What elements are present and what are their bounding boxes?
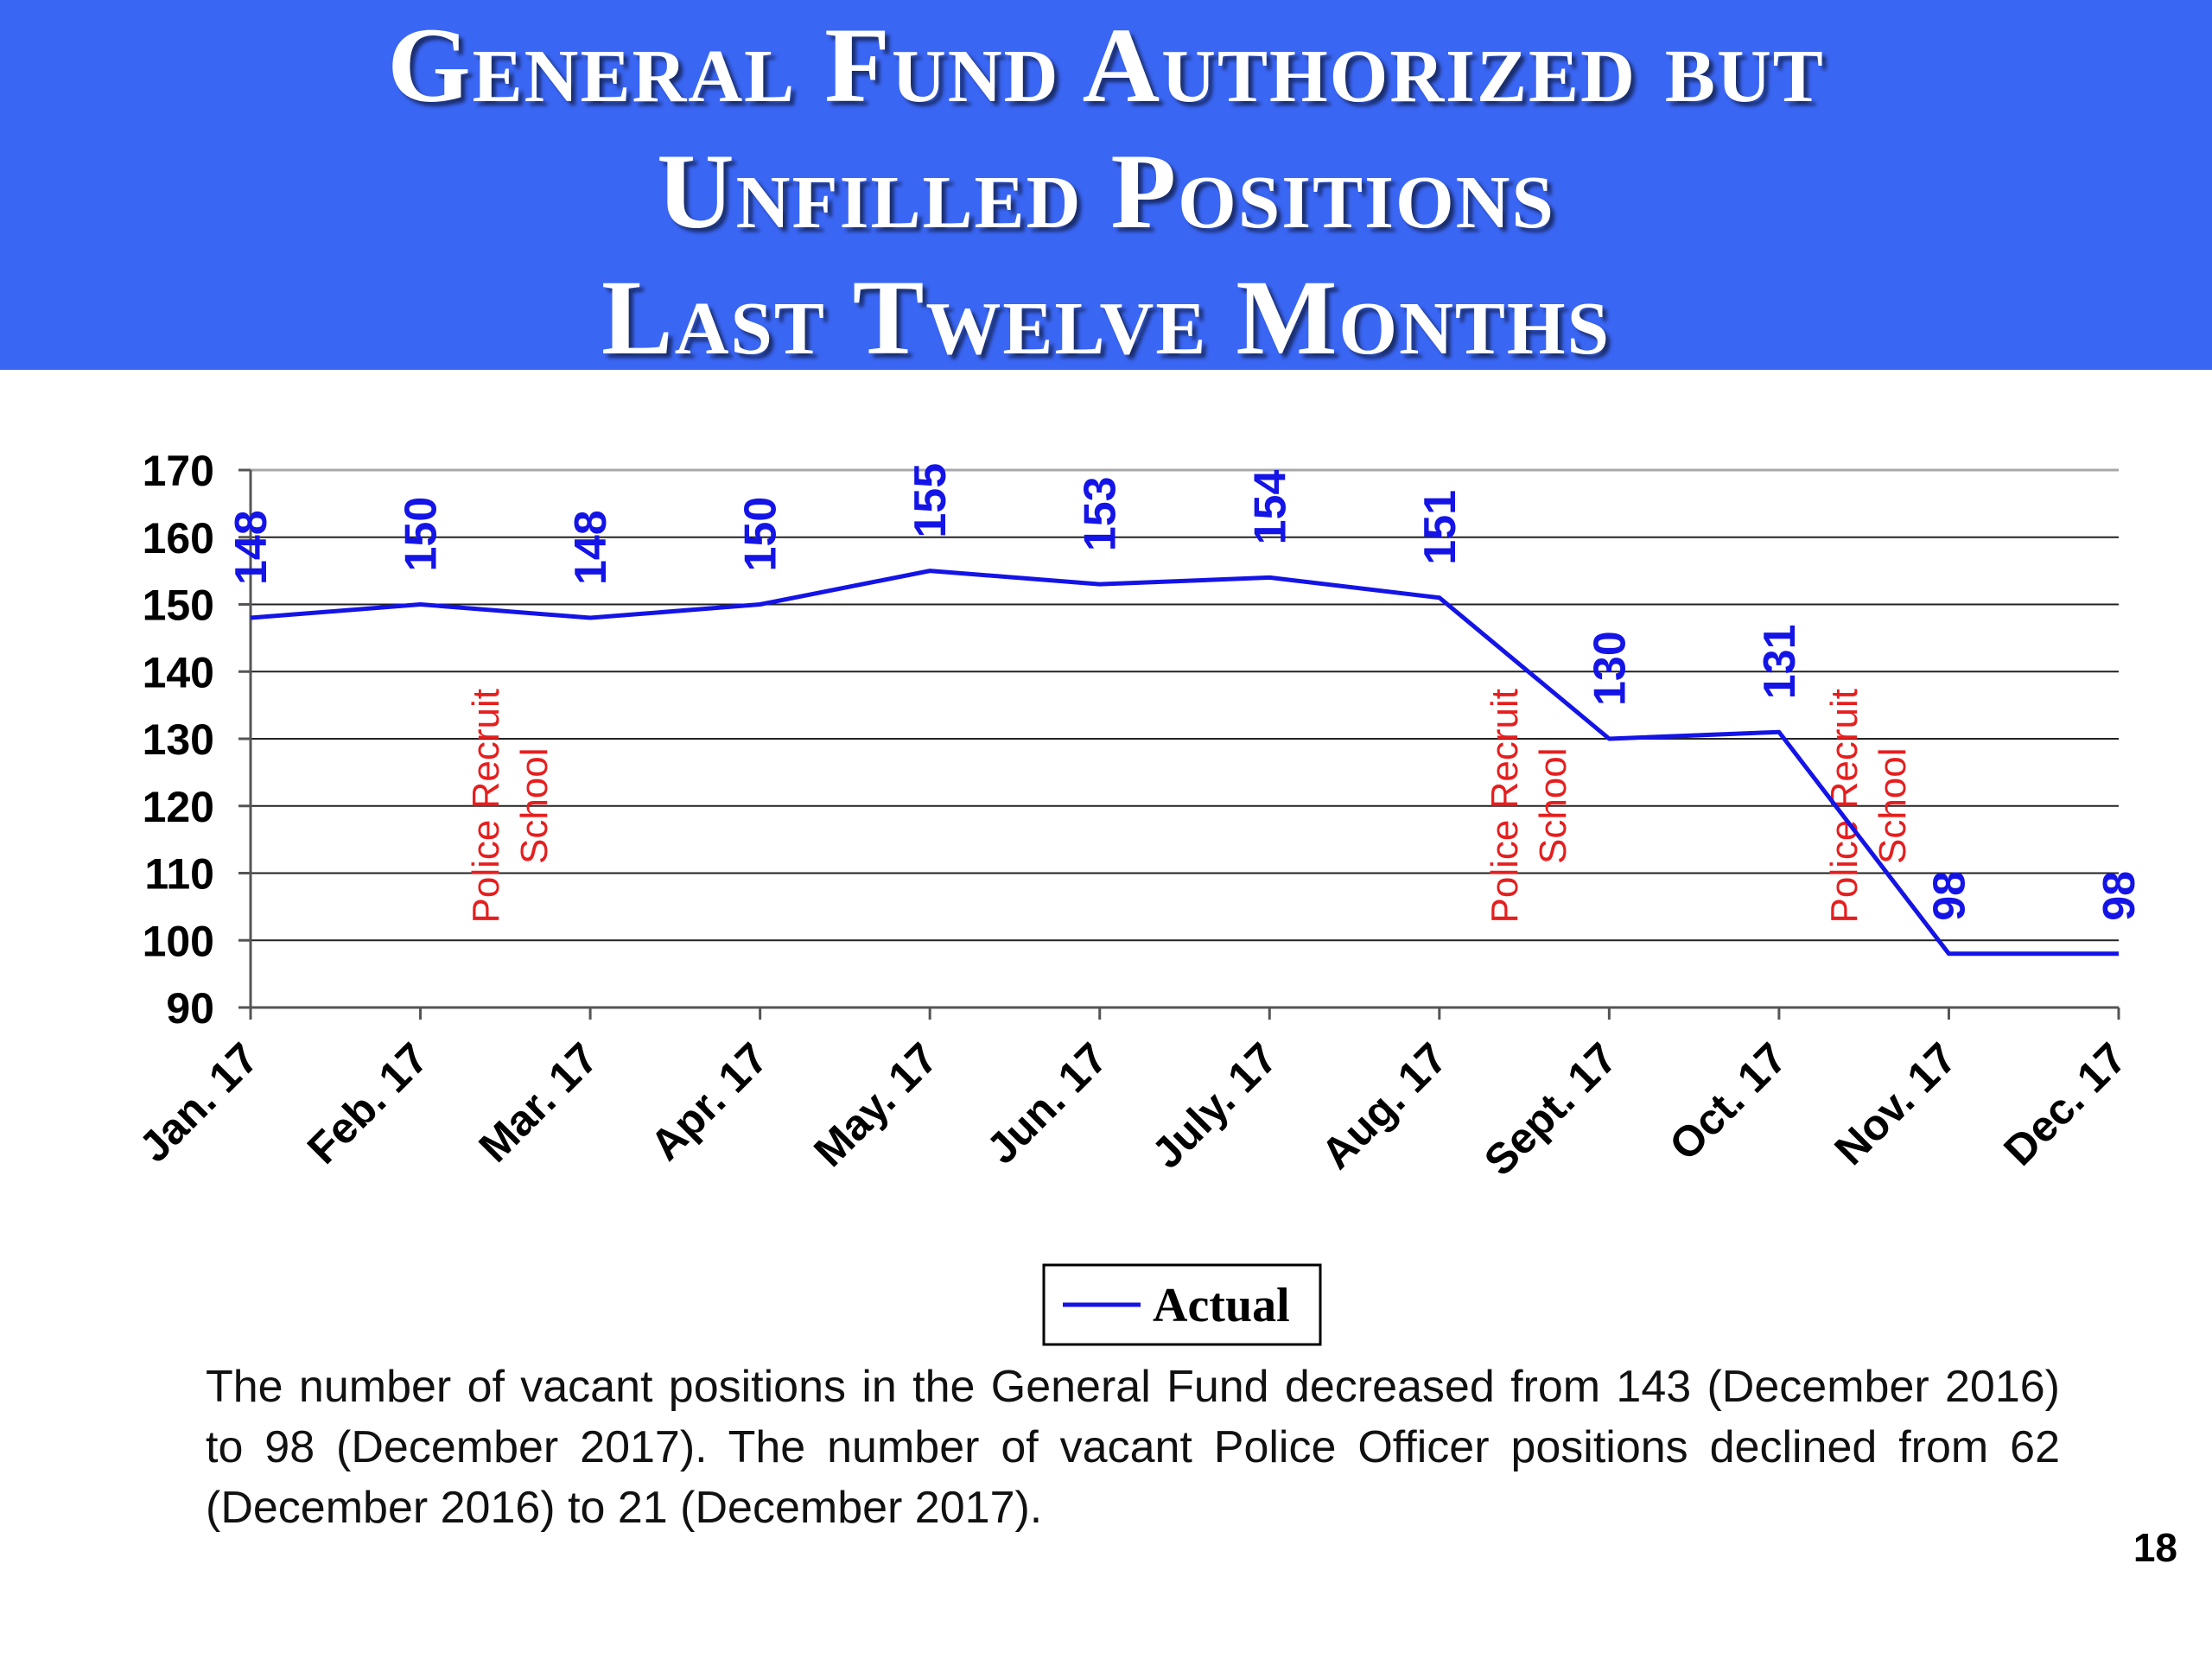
- annotation-police-recruit-school: Police Recruit School: [1484, 689, 1574, 923]
- annotation-police-recruit-school: Police Recruit School: [1823, 689, 1914, 923]
- data-label: 150: [736, 497, 786, 572]
- annotation-police-recruit-school: Police Recruit School: [465, 689, 556, 923]
- x-tick-label: Jun. 17: [977, 1033, 1116, 1173]
- data-label: 98: [1924, 871, 1974, 921]
- x-tick-label: Nov. 17: [1825, 1033, 1966, 1174]
- annotation-line: Police Recruit: [465, 689, 507, 923]
- x-tick-label: Aug. 17: [1312, 1033, 1456, 1178]
- x-tick-label: Sept. 17: [1475, 1033, 1626, 1185]
- page-number: 18: [2133, 1525, 2177, 1570]
- legend-label-actual: Actual: [1153, 1279, 1290, 1332]
- y-tick-label: 170: [143, 447, 214, 495]
- x-tick-label: Oct. 17: [1660, 1033, 1796, 1170]
- line-chart: 90 100 110 120 130 140 150 160 170 Jan. 17 Feb. 17…: [130, 447, 2145, 1346]
- data-label: 98: [2094, 871, 2145, 921]
- title-line-3: Last Twelve Months: [601, 258, 1611, 377]
- annotation-line: School: [1872, 747, 1914, 864]
- y-tick-label: 100: [143, 917, 214, 965]
- data-label: 153: [1076, 476, 1126, 551]
- x-tick-label: Dec. 17: [1994, 1033, 2135, 1174]
- data-label: 154: [1245, 470, 1295, 545]
- y-tick-label: 140: [143, 648, 214, 696]
- x-tick-label: Jan. 17: [130, 1033, 267, 1171]
- data-label: 155: [906, 463, 956, 538]
- y-tick-label: 130: [143, 715, 214, 764]
- annotation-line: Police Recruit: [1823, 689, 1866, 923]
- title-line-2: Unfilled Positions: [657, 132, 1555, 251]
- y-tick-label: 120: [143, 783, 214, 831]
- data-label: 150: [397, 497, 447, 572]
- x-tick-label: May. 17: [804, 1033, 947, 1176]
- y-tick-label: 160: [143, 514, 214, 563]
- title-banner: General Fund Authorized but Unfilled Pos…: [0, 0, 2212, 377]
- y-tick-label: 90: [166, 984, 214, 1033]
- x-tick-label: Mar. 17: [469, 1033, 607, 1171]
- data-label: 148: [226, 510, 276, 585]
- annotation-line: Police Recruit: [1484, 689, 1526, 923]
- series-line-actual: [250, 569, 2119, 957]
- y-tick-label: 150: [143, 582, 214, 630]
- data-label: 131: [1755, 624, 1805, 699]
- data-label: 148: [566, 510, 616, 585]
- x-tick-label: Feb. 17: [298, 1033, 437, 1173]
- x-tick-label: July. 17: [1142, 1033, 1287, 1178]
- data-label: 151: [1415, 490, 1465, 565]
- data-label: 130: [1585, 631, 1635, 706]
- chart-caption: The number of vacant positions in the Ge…: [206, 1362, 2060, 1533]
- annotation-line: School: [1532, 747, 1574, 864]
- title-line-1: General Fund Authorized but: [387, 6, 1825, 124]
- y-tick-label: 110: [144, 850, 214, 899]
- x-tick-label: Apr. 17: [641, 1033, 778, 1170]
- annotation-line: School: [513, 747, 556, 864]
